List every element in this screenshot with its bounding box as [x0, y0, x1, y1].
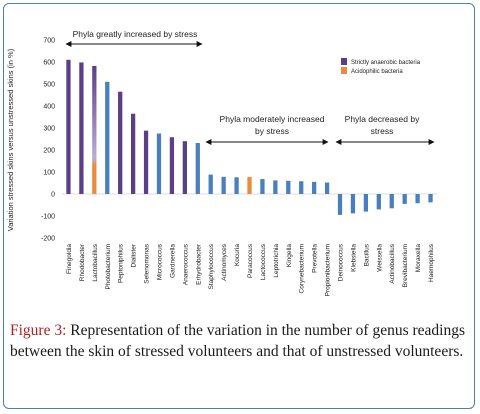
legend-swatch-acidophilic — [341, 67, 347, 74]
x-tick-label: Rhodobacter — [79, 243, 86, 281]
annotation-greatly-text: Phyla greatly increased by stress — [73, 29, 198, 39]
y-tick-label: 300 — [43, 126, 55, 133]
x-tick-label: Kingella — [286, 244, 293, 268]
bar-prevotella — [312, 181, 317, 194]
x-tick-label: Staphylococcus — [208, 243, 215, 289]
annotation-moderately-text-line2: by stress — [255, 126, 289, 136]
bar-kingella — [286, 180, 291, 194]
annotation-decreased-text-line1: Phyla decreased by — [345, 114, 420, 124]
annotation-decreased: Phyla decreased by stress — [335, 114, 435, 145]
bar-moraxella — [415, 194, 420, 204]
x-tick-label: Photobacterium — [105, 244, 112, 290]
bar-haemophilus — [428, 194, 433, 203]
x-tick-label: Peptoniphilus — [118, 243, 125, 283]
legend: Strictly anaerobic bacteria Acidophilic … — [341, 58, 421, 75]
bar-anaerococcus — [182, 141, 187, 194]
bar-chart: Variation stressed skins versus unstress… — [6, 29, 437, 296]
y-axis: -200 -100 0 100 200 300 400 500 600 700 — [41, 38, 437, 243]
caption-text: Representation of the variation in the n… — [10, 322, 465, 360]
bar-brevibacterium — [402, 194, 407, 204]
bar-paracoccus — [247, 177, 252, 194]
bar-klebsiella — [350, 194, 356, 214]
x-tick-label: Gardnerella — [169, 244, 176, 278]
bar-gardnerella — [169, 137, 175, 194]
x-tick-label: Corynebacterium — [299, 244, 306, 294]
y-tick-label: 600 — [43, 60, 55, 67]
y-tick-label: 500 — [43, 82, 55, 89]
legend-swatch-anaerobic — [341, 58, 347, 65]
bar-propionibacterium — [324, 182, 330, 194]
x-tick-label: Dialister — [131, 243, 138, 267]
caption-label: Figure 3: — [10, 322, 67, 339]
x-tick-label: Weissella — [376, 244, 383, 272]
bar-actinobacillus — [389, 194, 394, 209]
bar-deinococcus — [337, 194, 343, 215]
y-axis-label: Variation stressed skins versus unstress… — [6, 48, 15, 231]
bar-corynebacterium — [299, 181, 304, 194]
bar-finegoldia — [66, 59, 71, 194]
x-tick-label: Propionibacterium — [325, 244, 332, 296]
bar-actinomyces — [221, 176, 226, 194]
x-tick-label: Kocuria — [234, 244, 241, 266]
bars-group — [66, 59, 433, 215]
bar-weissella — [376, 194, 381, 210]
annotation-moderately-text-line1: Phyla moderately increased — [220, 114, 325, 124]
x-tick-label: Actinobacillus — [389, 243, 396, 283]
y-tick-label: 100 — [43, 170, 55, 177]
legend-label-anaerobic: Strictly anaerobic bacteria — [351, 60, 421, 66]
bar-erhydrobacter — [195, 142, 200, 194]
x-tick-label: Erhydrobacter — [195, 243, 202, 285]
bar-staphylococcus — [208, 174, 213, 194]
y-tick-label: 400 — [43, 104, 55, 111]
x-tick-label: Lactococcus — [260, 243, 267, 280]
bar-dialister — [130, 113, 136, 194]
x-tick-labels: Finegoldia Rhodobacter Lactobacillus Photob… — [66, 243, 435, 296]
x-tick-label: Finegoldia — [66, 244, 73, 274]
x-tick-label: Bacillus — [363, 243, 370, 266]
annotation-decreased-text-line2: stress — [371, 126, 394, 136]
x-tick-label: Lactobacillus — [92, 243, 99, 281]
bar-kocuria — [234, 177, 239, 194]
bar-peptoniphilus — [118, 91, 123, 194]
y-tick-label: 200 — [43, 148, 55, 155]
x-tick-label: Haemophilus — [428, 243, 435, 282]
x-tick-label: Brevibacterium — [402, 244, 409, 287]
y-tick-label: 0 — [51, 192, 55, 199]
x-tick-label: Selenomonas — [144, 243, 151, 283]
annotation-moderately: Phyla moderately increased by stress — [205, 114, 329, 145]
bar-micrococcus — [156, 133, 162, 194]
bar-leptotrichia — [273, 180, 278, 194]
figure-caption: Figure 3: Representation of the variatio… — [10, 320, 465, 362]
y-tick-label: -200 — [41, 236, 55, 243]
x-tick-label: Deinococcus — [338, 243, 345, 281]
legend-label-acidophilic: Acidophilic bacteria — [351, 69, 403, 75]
bar-bacillus — [363, 194, 369, 212]
x-tick-label: Prevotella — [312, 244, 319, 273]
x-tick-label: Paracoccus — [247, 243, 254, 278]
bar-photobacterium — [105, 81, 110, 194]
x-tick-label: Moraxella — [415, 244, 422, 273]
y-tick-label: -100 — [41, 214, 55, 221]
x-tick-label: Klebsiella — [350, 244, 357, 272]
bar-lactococcus — [260, 179, 265, 194]
annotation-greatly: Phyla greatly increased by stress — [65, 29, 203, 47]
bar-lactobacillus — [92, 65, 97, 195]
x-tick-label: Anaerococcus — [182, 243, 189, 285]
bar-selenomonas — [143, 130, 149, 194]
x-tick-label: Leptotrichia — [273, 244, 280, 278]
x-tick-label: Actinomyces — [221, 243, 228, 281]
y-tick-label: 700 — [43, 38, 55, 45]
bar-rhodobacter — [79, 62, 84, 194]
x-tick-label: Micrococcus — [156, 243, 163, 280]
